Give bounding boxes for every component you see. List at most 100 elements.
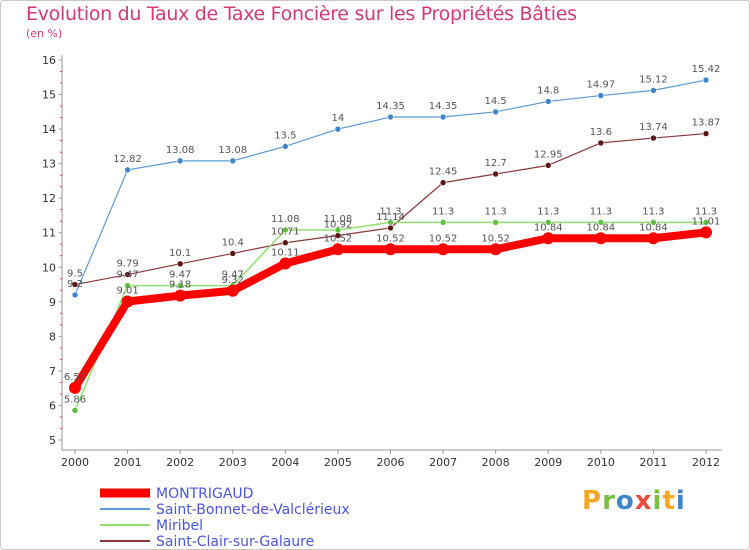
data-label: 12.82 <box>113 154 142 165</box>
data-point <box>650 87 657 94</box>
data-label: 14.97 <box>587 80 616 91</box>
data-label: 10.84 <box>639 222 668 233</box>
data-point <box>492 219 499 226</box>
y-tick-label: 16 <box>42 54 56 67</box>
data-label: 14.8 <box>537 85 559 96</box>
data-label: 10.52 <box>376 233 405 244</box>
data-point <box>387 224 394 232</box>
data-label: 5.86 <box>64 394 86 405</box>
data-label: 10.52 <box>324 233 353 244</box>
data-label: 11.3 <box>379 206 401 217</box>
data-point <box>384 243 397 256</box>
data-label: 10.4 <box>222 237 244 248</box>
data-label: 10.1 <box>169 248 191 259</box>
y-tick-label: 6 <box>49 399 56 412</box>
data-label: 9.18 <box>169 280 191 291</box>
data-point <box>647 232 660 245</box>
data-label: 12.95 <box>534 149 563 160</box>
legend-entry-label: Saint-Clair-sur-Galaure <box>156 534 314 550</box>
data-label: 10.52 <box>429 233 458 244</box>
data-label: 14.35 <box>376 101 405 112</box>
axes: 5 6 7 8 9 10 11 12 13 14 15 16 2000 2001 2002 2003 2004 2… <box>42 54 722 469</box>
data-label: 13.08 <box>218 145 247 156</box>
data-point <box>71 406 79 414</box>
y-tick-label: 15 <box>42 89 56 102</box>
data-label: 11.3 <box>432 206 454 217</box>
data-point <box>437 243 450 256</box>
data-labels: 9.2 12.82 13.08 13.08 13.5 14 14.35 14.35 14.5 14… <box>64 64 720 405</box>
y-tick-label: 11 <box>42 227 56 240</box>
data-label: 10.11 <box>271 247 300 258</box>
data-label: 11.01 <box>692 216 721 227</box>
data-point <box>597 219 605 226</box>
data-label: 9.79 <box>116 259 138 270</box>
data-label: 9.5 <box>67 269 83 280</box>
x-tick-label: 2000 <box>61 456 89 469</box>
data-label: 11.3 <box>485 206 507 217</box>
data-point <box>650 219 657 226</box>
data-point <box>597 139 605 147</box>
data-point <box>282 239 289 247</box>
data-point <box>334 226 342 234</box>
y-tick-label: 14 <box>42 123 56 136</box>
data-point <box>176 260 184 268</box>
data-point <box>331 243 344 256</box>
chart-title: Evolution du Taux de Taxe Foncière sur l… <box>26 3 577 25</box>
data-point <box>69 381 81 394</box>
data-point <box>702 76 710 84</box>
data-label: 15.42 <box>692 64 721 75</box>
data-point <box>597 92 605 99</box>
data-point <box>124 282 131 289</box>
data-point <box>229 157 237 165</box>
series-line-0 <box>74 79 707 296</box>
x-tick-label: 2005 <box>324 456 352 469</box>
data-point <box>702 219 710 226</box>
data-label: 11.08 <box>324 214 353 225</box>
data-point <box>542 232 555 245</box>
logo-letter: r <box>602 486 616 516</box>
data-label: 11.08 <box>271 214 300 225</box>
data-label: 10.52 <box>481 233 510 244</box>
data-label: 14.5 <box>485 96 507 107</box>
x-tick-label: 2002 <box>166 456 194 469</box>
x-tick-label: 2006 <box>377 456 405 469</box>
x-tick-label: 2001 <box>114 456 142 469</box>
data-point <box>439 219 447 226</box>
x-tick-label: 2012 <box>692 456 720 469</box>
legend-entry-label: Saint-Bonnet-de-Valclérieux <box>156 502 350 518</box>
data-label: 9.01 <box>116 285 138 296</box>
data-point <box>176 157 184 165</box>
data-label: 14.35 <box>429 101 458 112</box>
logo-letter: x <box>634 486 653 516</box>
logo-letter: i <box>675 486 686 516</box>
data-label: 9.2 <box>67 279 83 290</box>
data-label: 11.3 <box>590 206 612 217</box>
x-tick-label: 2004 <box>271 456 299 469</box>
data-label: 10.84 <box>587 222 616 233</box>
x-tick-label: 2009 <box>534 456 562 469</box>
data-point <box>489 243 502 256</box>
data-point <box>334 125 342 133</box>
data-label: 10.71 <box>271 227 300 238</box>
data-point <box>700 226 712 239</box>
data-point <box>226 284 239 297</box>
data-label: 9.47 <box>116 270 138 281</box>
data-label: 13.08 <box>166 145 195 156</box>
data-point <box>121 295 134 308</box>
data-label: 10.84 <box>534 222 563 233</box>
data-label: 11.14 <box>376 212 405 223</box>
data-label: 13.87 <box>692 118 721 129</box>
x-tick-label: 2008 <box>482 456 510 469</box>
logo-letter: t <box>662 486 676 516</box>
logo-letter: o <box>615 486 635 516</box>
data-label: 13.5 <box>274 130 296 141</box>
data-label: 13.74 <box>639 122 668 133</box>
data-point <box>176 282 184 289</box>
data-label: 11.3 <box>695 206 717 217</box>
y-tick-label: 5 <box>49 434 56 447</box>
data-point <box>174 289 187 302</box>
data-point <box>439 179 447 186</box>
data-point <box>702 130 710 137</box>
legend-entry-label: Miribel <box>156 518 203 534</box>
